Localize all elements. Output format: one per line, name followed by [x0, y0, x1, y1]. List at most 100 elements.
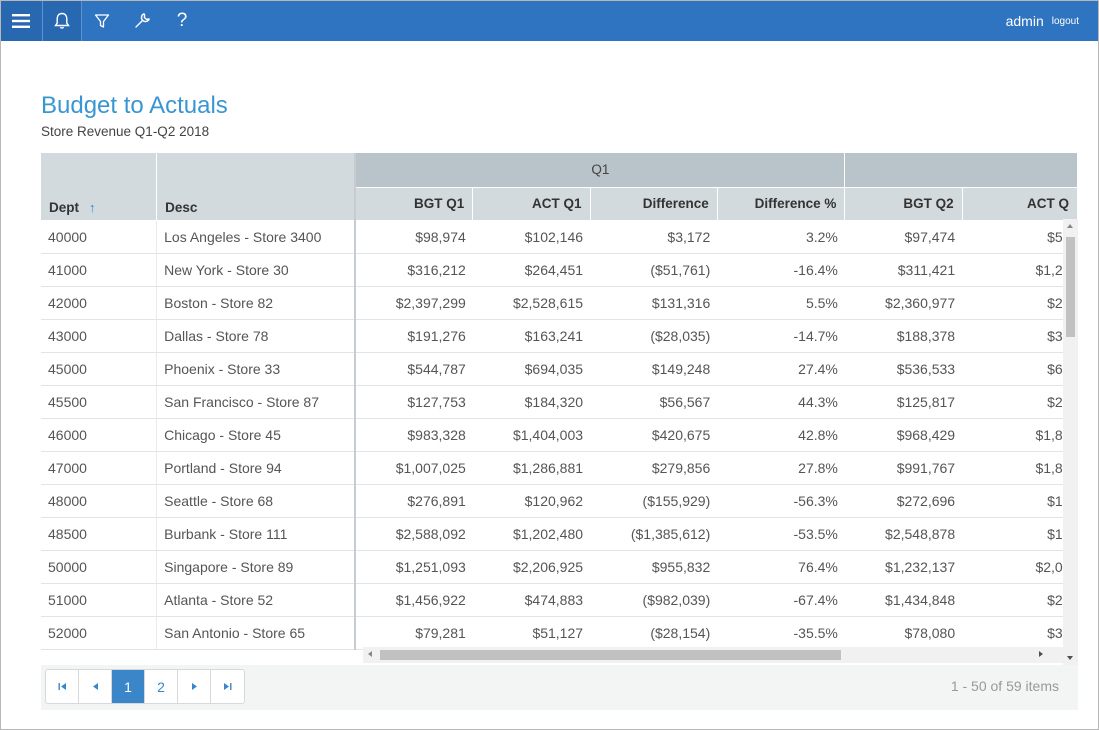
difference-pct-cell: 76.4%: [717, 550, 845, 584]
act-q2-cell: $26: [962, 583, 1078, 617]
bgt-q1-cell: $2,588,092: [355, 517, 473, 551]
bgt-q2-cell: $1,434,848: [844, 583, 963, 617]
table-row[interactable]: 45000 Phoenix - Store 33 $544,787 $694,035 $…: [41, 352, 1078, 386]
table-row[interactable]: 50000 Singapore - Store 89 $1,251,093 $2,20…: [41, 550, 1078, 584]
bgt-q2-cell: $78,080: [844, 616, 963, 650]
help-icon[interactable]: ?: [162, 0, 202, 41]
difference-cell: $3,172: [590, 220, 718, 254]
next-page-button[interactable]: [178, 670, 211, 703]
column-header-bgt-q2[interactable]: BGT Q2: [844, 187, 963, 221]
previous-page-button[interactable]: [79, 670, 112, 703]
difference-pct-cell: -14.7%: [717, 319, 845, 353]
desc-cell: Atlanta - Store 52: [156, 583, 357, 617]
column-header-bgt-q1[interactable]: BGT Q1: [355, 187, 474, 221]
act-q2-cell: $12: [962, 484, 1078, 518]
difference-cell: ($155,929): [590, 484, 718, 518]
user-area: admin logout: [1006, 0, 1079, 41]
bgt-q1-cell: $1,251,093: [355, 550, 473, 584]
logout-link[interactable]: logout: [1051, 16, 1079, 27]
bgt-q1-cell: $2,397,299: [355, 286, 473, 320]
page-button-2[interactable]: 2: [145, 670, 178, 703]
desc-cell: Burbank - Store 111: [156, 517, 357, 551]
bell-icon[interactable]: [42, 0, 82, 41]
grid-body: 40000 Los Angeles - Store 3400 $98,974 $102…: [41, 220, 1078, 650]
sort-ascending-icon: ↑: [89, 199, 96, 215]
menu-icon[interactable]: [0, 0, 42, 41]
act-q2-cell: $1,28: [962, 253, 1078, 287]
act-q2-cell: $2,03: [962, 550, 1078, 584]
act-q1-cell: $1,286,881: [472, 451, 591, 485]
scroll-left-icon[interactable]: [368, 651, 372, 657]
grid-content: Dept ↑ Desc Q1 BGT Q1 ACT Q1 Difference D…: [41, 153, 1078, 665]
page-title: Budget to Actuals: [41, 92, 228, 119]
difference-cell: $420,675: [590, 418, 718, 452]
first-page-button[interactable]: [46, 670, 79, 703]
dept-cell: 50000: [41, 550, 158, 584]
user-name: admin: [1005, 12, 1044, 29]
desc-cell: Phoenix - Store 33: [156, 352, 357, 386]
table-row[interactable]: 41000 New York - Store 30 $316,212 $264,451…: [41, 253, 1078, 287]
act-q2-cell: $51: [962, 220, 1078, 254]
table-row[interactable]: 47000 Portland - Store 94 $1,007,025 $1,286…: [41, 451, 1078, 485]
bgt-q1-cell: $983,328: [355, 418, 473, 452]
column-header-dept[interactable]: Dept ↑: [41, 153, 158, 221]
act-q1-cell: $120,962: [472, 484, 591, 518]
table-row[interactable]: 51000 Atlanta - Store 52 $1,456,922 $474,88…: [41, 583, 1078, 617]
table-row[interactable]: 40000 Los Angeles - Store 3400 $98,974 $102…: [41, 220, 1078, 254]
table-row[interactable]: 48500 Burbank - Store 111 $2,588,092 $1,202…: [41, 517, 1078, 551]
difference-pct-cell: -16.4%: [717, 253, 845, 287]
scroll-right-icon[interactable]: [1039, 651, 1043, 657]
horizontal-scrollbar[interactable]: [363, 647, 1063, 663]
table-row[interactable]: 52000 San Antonio - Store 65 $79,281 $51,12…: [41, 616, 1078, 650]
difference-cell: ($28,154): [590, 616, 718, 650]
pager-info: 1 - 50 of 59 items: [950, 678, 1059, 694]
act-q1-cell: $163,241: [472, 319, 591, 353]
vertical-scroll-thumb[interactable]: [1066, 237, 1075, 337]
data-grid: Dept ↑ Desc Q1 BGT Q1 ACT Q1 Difference D…: [41, 153, 1078, 710]
column-header-difference-pct[interactable]: Difference %: [717, 187, 846, 221]
horizontal-scroll-thumb[interactable]: [380, 650, 841, 660]
act-q1-cell: $2,206,925: [472, 550, 591, 584]
bgt-q2-cell: $125,817: [844, 385, 963, 419]
last-page-button[interactable]: [211, 670, 244, 703]
act-q2-cell: $20: [962, 385, 1078, 419]
column-header-act-q1[interactable]: ACT Q1: [472, 187, 591, 221]
difference-pct-cell: -53.5%: [717, 517, 845, 551]
scroll-up-icon[interactable]: [1067, 224, 1073, 228]
difference-pct-cell: 27.4%: [717, 352, 845, 386]
act-q1-cell: $51,127: [472, 616, 591, 650]
bgt-q1-cell: $1,456,922: [355, 583, 473, 617]
desc-cell: Dallas - Store 78: [156, 319, 357, 353]
dept-cell: 47000: [41, 451, 158, 485]
table-row[interactable]: 46000 Chicago - Store 45 $983,328 $1,404,00…: [41, 418, 1078, 452]
dept-cell: 48500: [41, 517, 158, 551]
desc-cell: Seattle - Store 68: [156, 484, 357, 518]
dept-cell: 46000: [41, 418, 158, 452]
desc-cell: Singapore - Store 89: [156, 550, 357, 584]
scroll-down-icon[interactable]: [1067, 656, 1073, 660]
difference-cell: $279,856: [590, 451, 718, 485]
vertical-scrollbar[interactable]: [1063, 219, 1078, 665]
table-row[interactable]: 42000 Boston - Store 82 $2,397,299 $2,528,6…: [41, 286, 1078, 320]
desc-cell: Los Angeles - Store 3400: [156, 220, 357, 254]
act-q1-cell: $474,883: [472, 583, 591, 617]
table-row[interactable]: 45500 San Francisco - Store 87 $127,753 $18…: [41, 385, 1078, 419]
page-button-1[interactable]: 1: [112, 670, 145, 703]
column-header-difference[interactable]: Difference: [590, 187, 718, 221]
desc-cell: Portland - Store 94: [156, 451, 357, 485]
previous-page-icon: [92, 683, 98, 690]
bgt-q2-cell: $536,533: [844, 352, 963, 386]
difference-pct-cell: -56.3%: [717, 484, 845, 518]
bgt-q1-cell: $316,212: [355, 253, 473, 287]
column-header-act-q2[interactable]: ACT Q: [962, 187, 1078, 221]
difference-cell: ($51,761): [590, 253, 718, 287]
wrench-icon[interactable]: [122, 0, 162, 41]
table-row[interactable]: 48000 Seattle - Store 68 $276,891 $120,962(…: [41, 484, 1078, 518]
column-header-desc[interactable]: Desc: [156, 153, 357, 221]
table-row[interactable]: 43000 Dallas - Store 78 $191,276 $163,241 ($…: [41, 319, 1078, 353]
page-subtitle: Store Revenue Q1-Q2 2018: [41, 124, 210, 139]
difference-pct-cell: 5.5%: [717, 286, 845, 320]
desc-cell: Chicago - Store 45: [156, 418, 357, 452]
group-header-q1: Q1: [355, 153, 846, 188]
filter-icon[interactable]: [82, 0, 122, 41]
